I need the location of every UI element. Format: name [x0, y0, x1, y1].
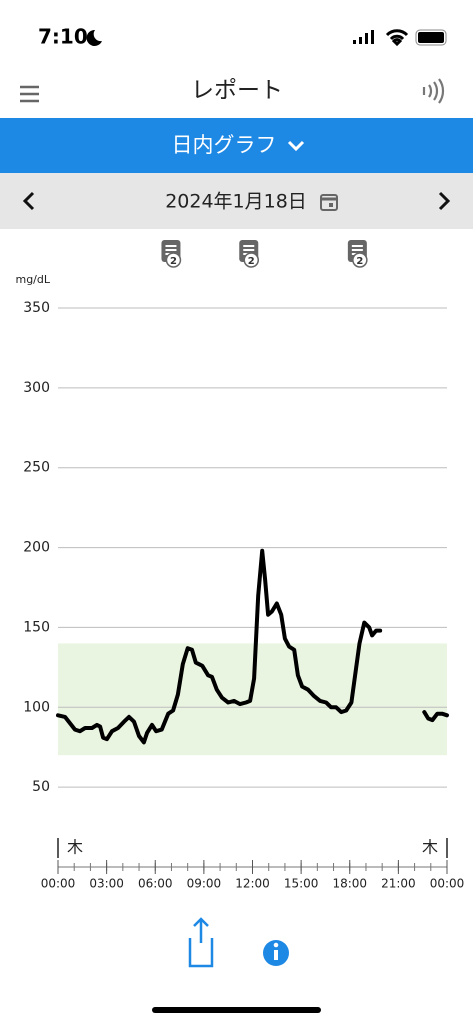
x-tick-label: 00:00 — [430, 877, 465, 891]
y-axis-label: mg/dL — [15, 273, 50, 286]
next-day[interactable] — [438, 191, 451, 211]
x-tick-label: 18:00 — [332, 877, 367, 891]
y-tick-label: 150 — [23, 619, 50, 635]
view-selector[interactable]: 日内グラフ — [172, 133, 277, 157]
day-label: 木 — [422, 838, 438, 857]
moon-icon — [86, 29, 102, 46]
status-time: 7:10 — [38, 25, 88, 49]
home-indicator — [152, 1007, 321, 1013]
share-button[interactable] — [188, 917, 214, 968]
header-title: レポート — [191, 78, 283, 104]
y-tick-label: 350 — [23, 300, 50, 316]
x-tick-label: 09:00 — [187, 877, 222, 891]
x-tick-label: 21:00 — [381, 877, 416, 891]
y-tick-label: 200 — [23, 540, 50, 556]
day-label: 木 — [67, 838, 83, 857]
note-badge — [165, 252, 182, 268]
battery-icon — [415, 29, 447, 46]
x-tick-label: 06:00 — [138, 877, 173, 891]
info-button[interactable] — [263, 940, 289, 966]
y-tick-label: 250 — [23, 460, 50, 476]
date-bar — [0, 173, 473, 229]
nfc-button[interactable] — [422, 78, 445, 104]
note-count: 2 — [170, 256, 177, 267]
battery-level — [418, 32, 444, 43]
x-tick-label: 12:00 — [235, 877, 270, 891]
y-tick-label: 50 — [32, 779, 50, 795]
x-tick-label: 03:00 — [89, 877, 124, 891]
signal-icon — [353, 30, 374, 44]
prev-day[interactable] — [22, 191, 35, 211]
y-tick-label: 300 — [23, 380, 50, 396]
note-count: 2 — [248, 256, 255, 267]
note-count: 2 — [356, 256, 363, 267]
date: 2024年1月18日 — [165, 191, 307, 213]
wifi-icon — [385, 29, 409, 47]
glucose-line — [56, 548, 449, 745]
x-tick-label: 00:00 — [41, 877, 76, 891]
menu-button[interactable] — [20, 85, 39, 103]
x-tick-label: 15:00 — [284, 877, 319, 891]
target-range — [58, 643, 447, 756]
view-bar — [0, 118, 473, 173]
y-tick-label: 100 — [23, 699, 50, 715]
note-badge — [243, 252, 260, 268]
calendar-button[interactable] — [320, 194, 338, 211]
dropdown-icon[interactable] — [287, 140, 305, 152]
note-badge — [352, 252, 368, 268]
